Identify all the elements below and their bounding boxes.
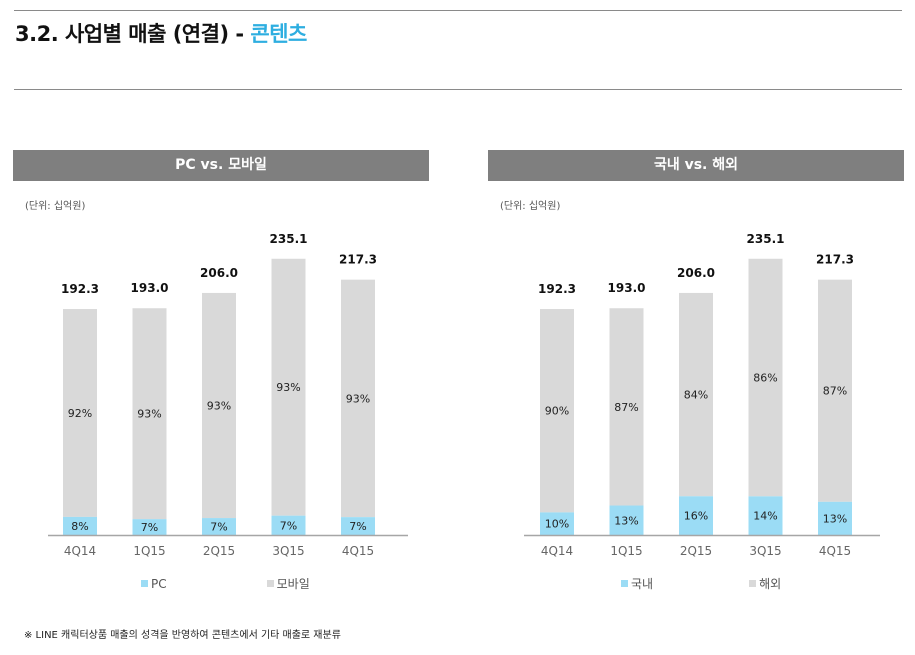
x-tick-label: 1Q15 xyxy=(133,544,165,558)
data-label: 8% xyxy=(71,520,88,533)
total-label: 206.0 xyxy=(677,266,715,280)
data-label: 7% xyxy=(280,519,297,532)
bar-해외-1Q15 xyxy=(609,308,644,506)
total-label: 206.0 xyxy=(200,266,238,280)
chart-title: 국내 vs. 해외 xyxy=(488,150,904,181)
total-label: 192.3 xyxy=(538,282,576,296)
bar-해외-2Q15 xyxy=(679,292,713,497)
chart-pc-vs-mobile: PC vs. 모바일 (단위: 십억원) 8% 92% 192.3 4Q14 7% 93%… xyxy=(13,150,429,591)
legend-swatch-series-2 xyxy=(266,580,274,587)
x-tick-label: 4Q15 xyxy=(342,544,374,558)
total-label: 193.0 xyxy=(131,281,169,295)
bar-해외-4Q15 xyxy=(818,279,852,502)
data-label: 93% xyxy=(276,381,300,394)
bar-모바일-4Q15 xyxy=(341,279,375,518)
x-tick-label: 3Q15 xyxy=(272,544,304,558)
legend-label-series-1: PC xyxy=(151,576,167,591)
total-label: 192.3 xyxy=(61,282,99,296)
total-label: 235.1 xyxy=(270,232,308,246)
bar-PC-1Q15 xyxy=(132,519,167,535)
data-label: 87% xyxy=(614,401,638,414)
bar-PC-4Q15 xyxy=(341,517,375,535)
top-divider xyxy=(14,10,902,11)
x-tick-label: 1Q15 xyxy=(610,544,642,558)
bar-국내-2Q15 xyxy=(679,496,713,535)
data-label: 93% xyxy=(137,408,161,421)
legend-swatch-series-2 xyxy=(749,580,757,587)
title-divider xyxy=(14,89,902,90)
data-label: 14% xyxy=(753,510,777,523)
bar-PC-4Q14 xyxy=(63,516,97,535)
legend-swatch-series-1 xyxy=(141,580,148,587)
bar-국내-4Q14 xyxy=(540,512,574,535)
data-label: 7% xyxy=(349,520,366,533)
data-label: 93% xyxy=(346,392,370,405)
data-label: 7% xyxy=(210,521,227,534)
chart-plot: 10% 90% 192.3 4Q14 13% 87% 193.0 1Q15 16% 84% 206.… xyxy=(524,232,880,558)
legend: PC 모바일 xyxy=(141,575,310,592)
chart-domestic-vs-overseas: 국내 vs. 해외 (단위: 십억원) 10% 90% 192.3 4Q14 13% 87… xyxy=(488,150,904,591)
data-label: 13% xyxy=(823,512,847,525)
legend-swatch-series-1 xyxy=(621,580,628,587)
title-main: 3.2. 사업별 매출 (연결) - xyxy=(15,22,251,46)
x-tick-label: 2Q15 xyxy=(203,544,235,558)
bar-해외-4Q14 xyxy=(540,309,574,513)
bar-모바일-2Q15 xyxy=(202,292,236,519)
page-title: 3.2. 사업별 매출 (연결) - 콘텐츠 xyxy=(15,18,307,48)
x-tick-label: 2Q15 xyxy=(680,544,712,558)
title-accent: 콘텐츠 xyxy=(250,22,307,46)
footnote: ※ LINE 캐릭터상품 매출의 성격을 반영하여 콘텐츠에서 기타 매출로 재… xyxy=(24,630,341,641)
bar-PC-3Q15 xyxy=(271,515,306,535)
bar-국내-3Q15 xyxy=(748,496,783,535)
bar-모바일-4Q14 xyxy=(63,309,97,517)
bar-국내-4Q15 xyxy=(818,501,852,535)
data-label: 87% xyxy=(823,385,847,398)
legend-label-series-2: 해외 xyxy=(759,577,782,591)
x-tick-label: 4Q14 xyxy=(541,544,573,558)
data-label: 90% xyxy=(545,405,569,418)
data-label: 86% xyxy=(753,372,777,385)
data-label: 93% xyxy=(207,400,231,413)
chart-title: PC vs. 모바일 xyxy=(13,150,429,181)
data-label: 84% xyxy=(684,389,708,402)
x-tick-label: 4Q14 xyxy=(64,544,96,558)
total-label: 217.3 xyxy=(816,253,854,267)
total-label: 217.3 xyxy=(339,253,377,267)
data-label: 16% xyxy=(684,510,708,523)
legend-label-series-1: 국내 xyxy=(631,577,654,591)
chart-plot: 8% 92% 192.3 4Q14 7% 93% 193.0 1Q15 7% 93% 206.0 2Q… xyxy=(48,232,408,558)
total-label: 235.1 xyxy=(747,232,785,246)
unit-label: (단위: 십억원) xyxy=(500,201,561,212)
bar-모바일-3Q15 xyxy=(271,258,306,516)
bar-국내-1Q15 xyxy=(609,505,644,535)
data-label: 92% xyxy=(68,407,92,420)
bar-해외-3Q15 xyxy=(748,258,783,497)
data-label: 7% xyxy=(141,521,158,534)
bar-모바일-1Q15 xyxy=(132,308,167,520)
total-label: 193.0 xyxy=(608,281,646,295)
data-label: 13% xyxy=(614,514,638,527)
x-tick-label: 4Q15 xyxy=(819,544,851,558)
legend: 국내 해외 xyxy=(621,575,781,592)
legend-label-series-2: 모바일 xyxy=(276,577,310,591)
data-label: 10% xyxy=(545,518,569,531)
unit-label: (단위: 십억원) xyxy=(25,201,86,212)
bar-PC-2Q15 xyxy=(202,518,236,535)
x-tick-label: 3Q15 xyxy=(749,544,781,558)
